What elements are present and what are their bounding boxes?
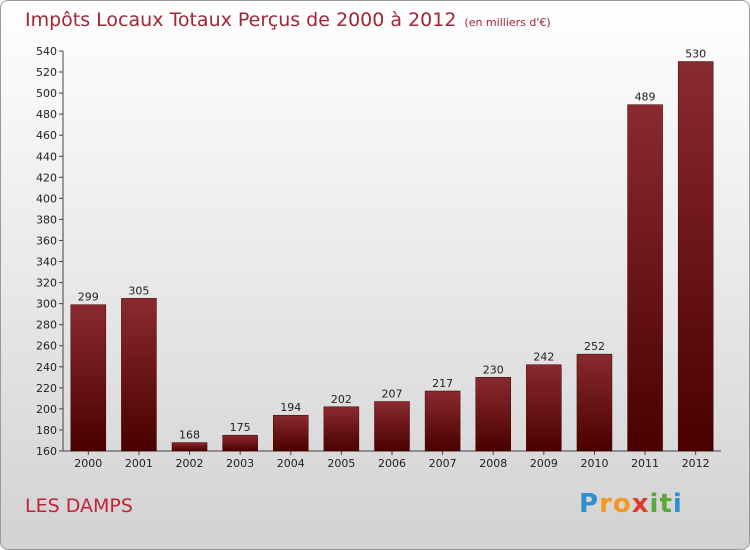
y-tick-label: 300 bbox=[36, 298, 57, 311]
data-label-2003: 175 bbox=[230, 421, 251, 434]
y-tick-label: 160 bbox=[36, 445, 57, 458]
y-tick-label: 500 bbox=[36, 87, 57, 100]
x-tick-label-2000: 2000 bbox=[74, 457, 102, 470]
logo-letter: r bbox=[599, 489, 613, 519]
bar-2003 bbox=[222, 434, 258, 452]
x-tick-label-2008: 2008 bbox=[479, 457, 507, 470]
y-tick-label: 280 bbox=[36, 319, 57, 332]
data-label-2010: 252 bbox=[584, 340, 605, 353]
x-tick-label-2006: 2006 bbox=[378, 457, 406, 470]
y-tick-label: 440 bbox=[36, 150, 57, 163]
x-tick-label-2005: 2005 bbox=[327, 457, 355, 470]
y-tick-label: 520 bbox=[36, 66, 57, 79]
x-tick-label-2007: 2007 bbox=[429, 457, 457, 470]
x-tick-label-2009: 2009 bbox=[530, 457, 558, 470]
bar-2006 bbox=[374, 401, 410, 452]
bar-2001 bbox=[121, 298, 157, 452]
chart-title: Impôts Locaux Totaux Perçus de 2000 à 20… bbox=[25, 9, 551, 31]
y-tick-label: 360 bbox=[36, 234, 57, 247]
bar-2007 bbox=[424, 390, 461, 452]
y-tick-label: 320 bbox=[36, 277, 57, 290]
data-label-2007: 217 bbox=[432, 377, 453, 390]
bar-2008 bbox=[475, 377, 511, 452]
data-label-2008: 230 bbox=[483, 363, 504, 376]
y-tick-label: 260 bbox=[36, 340, 57, 353]
bar-2011 bbox=[627, 104, 663, 452]
data-label-2006: 207 bbox=[382, 388, 403, 401]
title-text: Impôts Locaux Totaux Perçus de 2000 à 20… bbox=[25, 9, 457, 31]
y-tick-label: 240 bbox=[36, 361, 57, 374]
bar-2012 bbox=[677, 61, 714, 452]
logo-letter: t bbox=[659, 489, 673, 519]
logo-letter: i bbox=[649, 489, 660, 519]
y-tick-label: 400 bbox=[36, 192, 57, 205]
x-tick-label-2004: 2004 bbox=[277, 457, 305, 470]
y-tick-label: 180 bbox=[36, 424, 57, 437]
data-label-2005: 202 bbox=[331, 393, 352, 406]
data-label-2000: 299 bbox=[78, 291, 99, 304]
chart-subtitle: (en milliers d'€) bbox=[464, 16, 551, 29]
bar-2002 bbox=[171, 442, 208, 452]
logo-letter: P bbox=[579, 489, 600, 519]
data-label-2001: 305 bbox=[128, 284, 149, 297]
chart-bars bbox=[70, 61, 714, 452]
x-tick-label-2002: 2002 bbox=[176, 457, 204, 470]
data-label-2009: 242 bbox=[533, 351, 554, 364]
x-tick-label-2003: 2003 bbox=[226, 457, 254, 470]
logo-letter: o bbox=[612, 489, 632, 519]
city-name: LES DAMPS bbox=[25, 495, 133, 517]
bar-2004 bbox=[273, 414, 309, 452]
bar-2000 bbox=[70, 304, 107, 452]
y-tick-label: 420 bbox=[36, 171, 57, 184]
proxiti-logo: Proxiti bbox=[579, 489, 683, 519]
data-label-2012: 530 bbox=[685, 48, 706, 61]
y-tick-label: 480 bbox=[36, 108, 57, 121]
y-tick-label: 220 bbox=[36, 382, 57, 395]
y-tick-label: 340 bbox=[36, 256, 57, 269]
y-tick-label: 380 bbox=[36, 213, 57, 226]
logo-letter: x bbox=[631, 489, 650, 519]
chart-labels: 2000 299 2001 305 2002 168 2003 175 2004 194 2005 2… bbox=[74, 48, 709, 470]
data-label-2011: 489 bbox=[635, 91, 656, 104]
x-tick-label-2012: 2012 bbox=[682, 457, 710, 470]
x-tick-label-2001: 2001 bbox=[125, 457, 153, 470]
bar-2005 bbox=[323, 406, 360, 452]
bar-2009 bbox=[526, 364, 562, 452]
logo-letter: i bbox=[672, 489, 683, 519]
y-tick-label: 460 bbox=[36, 129, 57, 142]
data-label-2002: 168 bbox=[179, 429, 200, 442]
x-tick-label-2010: 2010 bbox=[580, 457, 608, 470]
y-tick-label: 200 bbox=[36, 403, 57, 416]
bar-2010 bbox=[576, 353, 613, 452]
y-tick-label: 540 bbox=[36, 45, 57, 58]
data-label-2004: 194 bbox=[280, 401, 301, 414]
x-tick-label-2011: 2011 bbox=[631, 457, 659, 470]
